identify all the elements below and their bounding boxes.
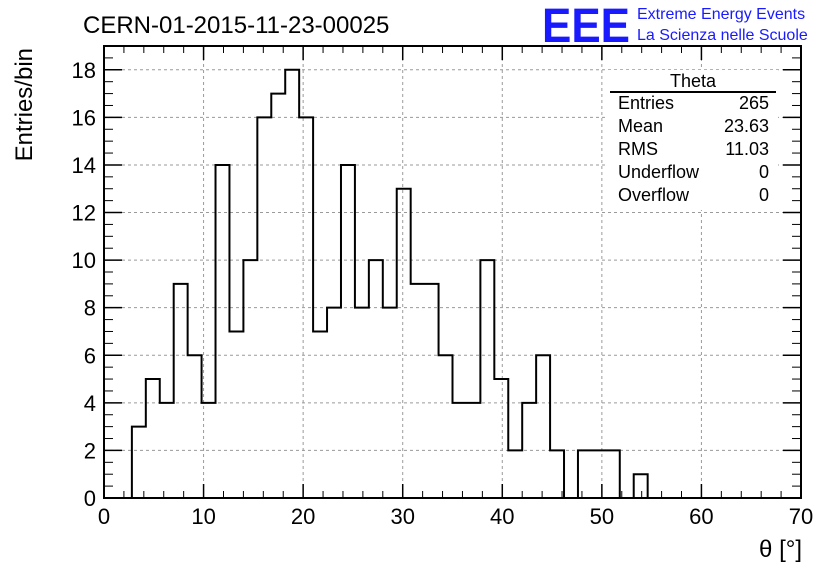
x-tick-label: 30 [390,504,414,529]
x-tick-label: 70 [789,504,813,529]
y-tick-label: 4 [84,391,96,416]
eee-logo: EEE Extreme Energy Events La Scienza nel… [542,0,808,53]
x-tick-label: 20 [291,504,315,529]
stats-row-label: Underflow [618,162,700,182]
x-tick-label: 10 [191,504,215,529]
stats-row-value: 0 [759,162,769,182]
x-tick-label: 40 [490,504,514,529]
eee-logo-line1: Extreme Energy Events [637,6,805,23]
stats-box-background [608,70,778,210]
chart-title: CERN-01-2015-11-23-00025 [83,12,389,39]
y-tick-labels: 0 2 4 6 8 10 12 14 16 18 [72,58,96,511]
stats-row-value: 23.63 [724,116,769,136]
stats-rows: Entries 265 Mean 23.63 RMS 11.03 Underflow 0 Ove… [618,93,769,205]
y-tick-label: 0 [84,486,96,511]
y-tick-label: 8 [84,296,96,321]
x-tick-label: 60 [689,504,713,529]
stats-row-value: 0 [759,185,769,205]
y-tick-label: 16 [72,105,96,130]
y-tick-label: 12 [72,201,96,226]
stats-row-value: 265 [739,93,769,113]
x-tick-labels: 0 10 20 30 40 50 60 70 [98,504,813,529]
stats-row-label: Entries [618,93,674,113]
stats-box-title: Theta [670,71,717,91]
x-tick-label: 50 [590,504,614,529]
stats-box: Theta Entries 265 Mean 23.63 RMS 11.03 Underfl… [608,70,778,210]
axis-ticks [103,45,802,499]
eee-logo-line2: La Scienza nelle Scuole [637,27,808,44]
eee-logo-mark: EEE [542,0,630,53]
x-axis-title: θ [°] [759,536,802,563]
stats-row-value: 11.03 [725,139,769,159]
x-tick-label: 0 [98,504,110,529]
y-tick-label: 10 [72,248,96,273]
stats-row-label: Overflow [618,185,690,205]
stats-row-label: Mean [618,116,663,136]
y-tick-label: 18 [72,58,96,83]
y-axis-title: Entries/bin [11,48,38,161]
y-tick-label: 14 [72,153,96,178]
grid-lines [104,46,801,498]
y-tick-label: 2 [84,438,96,463]
stats-row-label: RMS [618,139,658,159]
y-tick-label: 6 [84,343,96,368]
